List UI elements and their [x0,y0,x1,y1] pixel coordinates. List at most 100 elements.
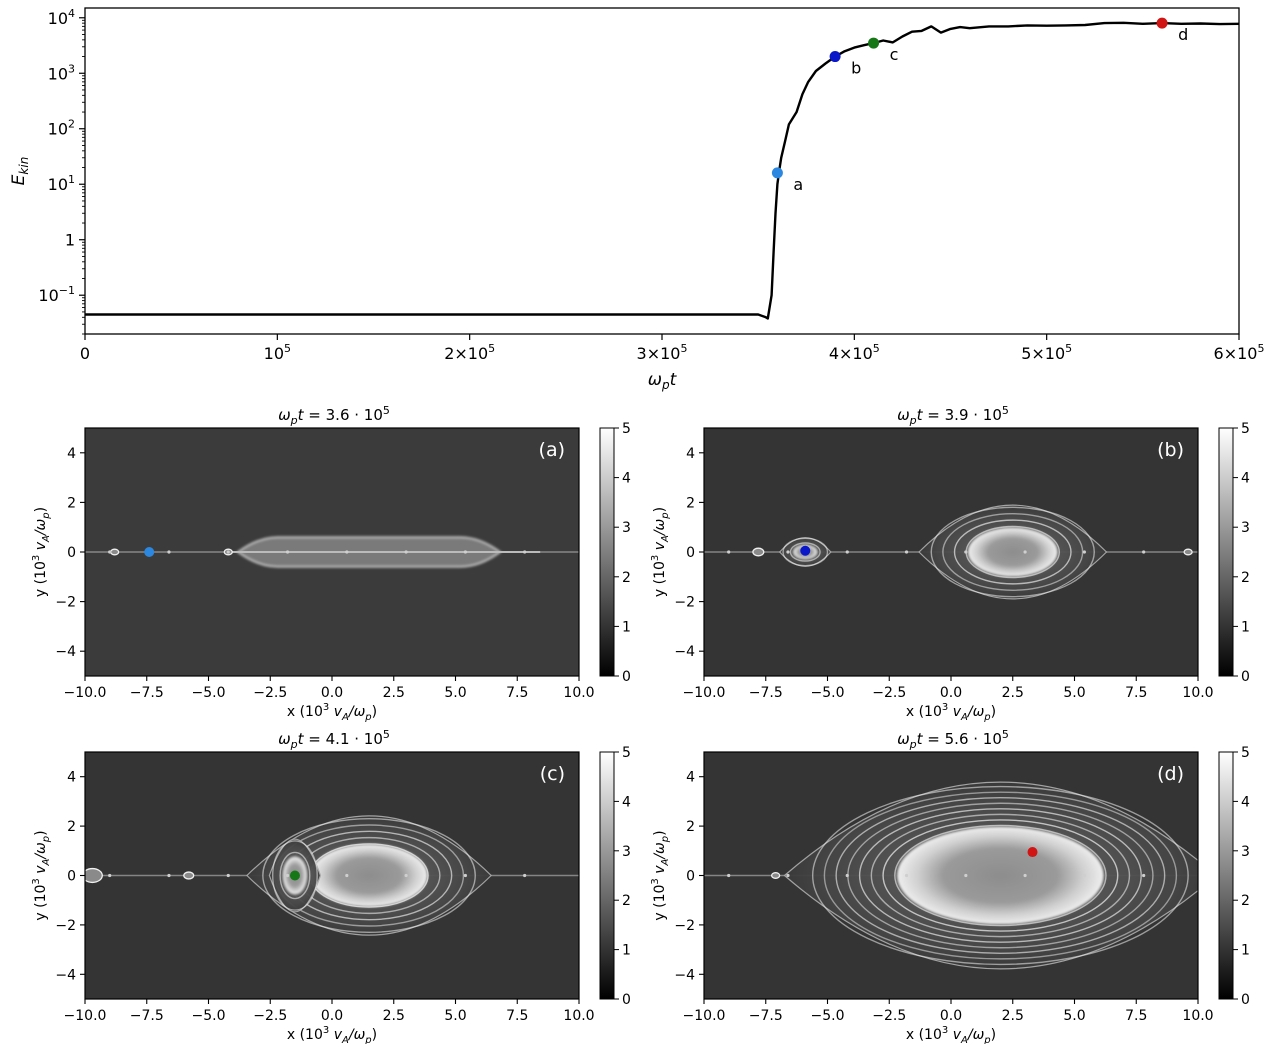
x-tick-label-6: 5.0 [444,1008,466,1024]
y-tick-label-3: 2 [67,819,76,835]
x-tick-label-3: −2.5 [253,685,287,701]
x-tick-label-8: 10.0 [563,685,594,701]
colorbar-tick-label-0: 0 [1241,992,1250,1008]
colorbar-tick-label-2: 2 [622,893,631,909]
colorbar-tick-label-2: 2 [622,570,631,586]
marker-layer: a b c d [771,17,1188,194]
x-tick-label-4: 0.0 [321,1008,343,1024]
panel-marker-point [144,547,155,557]
colorbar-tick-label-5: 5 [1241,421,1250,437]
x-tick-label-1: −7.5 [749,685,783,701]
x-tick-label-0: −10.0 [683,685,726,701]
x-axis-label: x (103 vA/ωp) [906,1025,996,1044]
y-tick-label-2: 0 [686,869,695,885]
plasmoid-ring-0 [262,817,476,934]
colorbar-tick-label-4: 4 [1241,794,1250,810]
point-label-d: d [1178,25,1188,44]
y-tick-label-5: 104 [48,7,75,28]
sheet-speck [1023,550,1027,554]
panel-label: (a) [539,439,565,461]
y-tick-label-4: 4 [686,770,695,786]
x-tick-label-3: −2.5 [872,1008,906,1024]
colorbar-tick-label-3: 3 [622,520,631,536]
colorbar-tick-label-1: 1 [622,619,631,635]
colorbar-tick-label-1: 1 [1241,943,1250,959]
small-plasmoid-1 [109,548,120,556]
x-axis-label: ωpt [648,370,678,392]
x-axis-label: x (103 vA/ωp) [287,702,377,723]
sheet-speck [845,550,849,554]
sheet-speck [1082,550,1086,554]
colorbar-tick-label-2: 2 [1241,570,1250,586]
sheet-speck [108,550,112,554]
x-tick-label-3: 3×105 [637,342,688,363]
panel-title: ωpt = 4.1 · 105 [278,728,390,751]
sheet-speck [167,873,171,878]
y-axis-label: y (103 vA/ωp) [31,507,52,597]
colorbar-tick-label-3: 3 [1241,844,1250,860]
plasmoid-ring-0 [930,506,1095,598]
x-tick-label-2: −5.0 [192,1008,226,1024]
y-tick-label-1: −2 [674,595,695,611]
y-tick-label-2: 0 [67,545,76,561]
x-tick-label-7: 7.5 [506,685,528,701]
x-tick-label-2: 2×105 [444,342,495,363]
y-tick-label-2: 0 [686,545,695,561]
y-tick-label-3: 2 [686,495,695,511]
x-tick-label-8: 10.0 [1182,1008,1213,1024]
y-tick-label-2: 0 [67,869,76,885]
y-tick-label-0: −4 [55,644,76,660]
x-tick-label-1: 105 [264,342,291,363]
sheet-speck [463,873,467,878]
plasmoid-ring-0 [823,791,1178,960]
point-label-c: c [890,45,899,64]
sheet-speck [523,873,527,878]
plasmoid-core-0 [897,826,1104,925]
small-plasmoid-1 [770,872,781,879]
y-tick-label-4: 4 [686,446,695,462]
y-tick-label-0: 10−1 [38,284,75,305]
sheet-speck [404,550,408,554]
sheet-speck [964,550,968,554]
y-axis-label: y (103 vA/ωp) [650,507,671,597]
plasmoid-ring-1 [789,542,821,562]
plasmoid-ring-0 [882,819,1119,932]
x-tick-label-4: 4×105 [829,342,880,363]
y-tick-label-1: −2 [55,595,76,611]
sheet-speck [904,550,909,554]
sheet-speck [786,550,790,554]
sheet-speck [226,550,230,554]
x-tick-label-3: −2.5 [872,685,906,701]
heatmap-image [704,752,1198,999]
y-tick-label-3: 2 [686,819,695,835]
colorbar-tick-label-3: 3 [1241,520,1250,536]
x-tick-label-2: −5.0 [811,685,845,701]
colorbar-tick-label-1: 1 [1241,619,1250,635]
y-tick-label-1: −2 [55,918,76,934]
x-tick-label-7: 7.5 [1125,685,1147,701]
x-tick-label-8: 10.0 [1182,685,1213,701]
panel-marker-point [1027,847,1038,858]
x-tick-label-5: 2.5 [1002,1008,1024,1024]
panel-label: (d) [1157,763,1184,785]
panel-label: (b) [1157,439,1184,461]
sheet-speck [845,873,849,878]
plasmoid-ring-0 [894,824,1107,927]
sheet-speck [285,550,290,554]
sheet-speck [463,550,467,554]
heatmap-image [704,428,1198,676]
colorbar-tick-label-4: 4 [1241,471,1250,487]
x-tick-label-4: 0.0 [940,685,962,701]
heatmap-panel-a: (a) ωpt = 3.6 · 105 −10.0 −7.5 −5.0 −2.5 0.0 2.… [31,404,631,723]
colorbar-tick-label-5: 5 [622,421,631,437]
x-tick-label-4: 0.0 [940,1008,962,1024]
x-tick-label-6: 5.0 [1063,1008,1085,1024]
y-axis-label: y (103 vA/ωp) [650,830,671,920]
heatmap-panel-d: (d) ωpt = 5.6 · 105 −10.0 −7.5 −5.0 −2.5 0.0 2.… [650,728,1250,1046]
sheet-speck [964,873,968,878]
plasmoid-core-0 [310,844,428,907]
colorbar [1218,751,1234,1000]
point-marker-b [829,51,841,63]
small-plasmoid-3 [183,871,195,880]
sheet-speck [404,873,408,878]
